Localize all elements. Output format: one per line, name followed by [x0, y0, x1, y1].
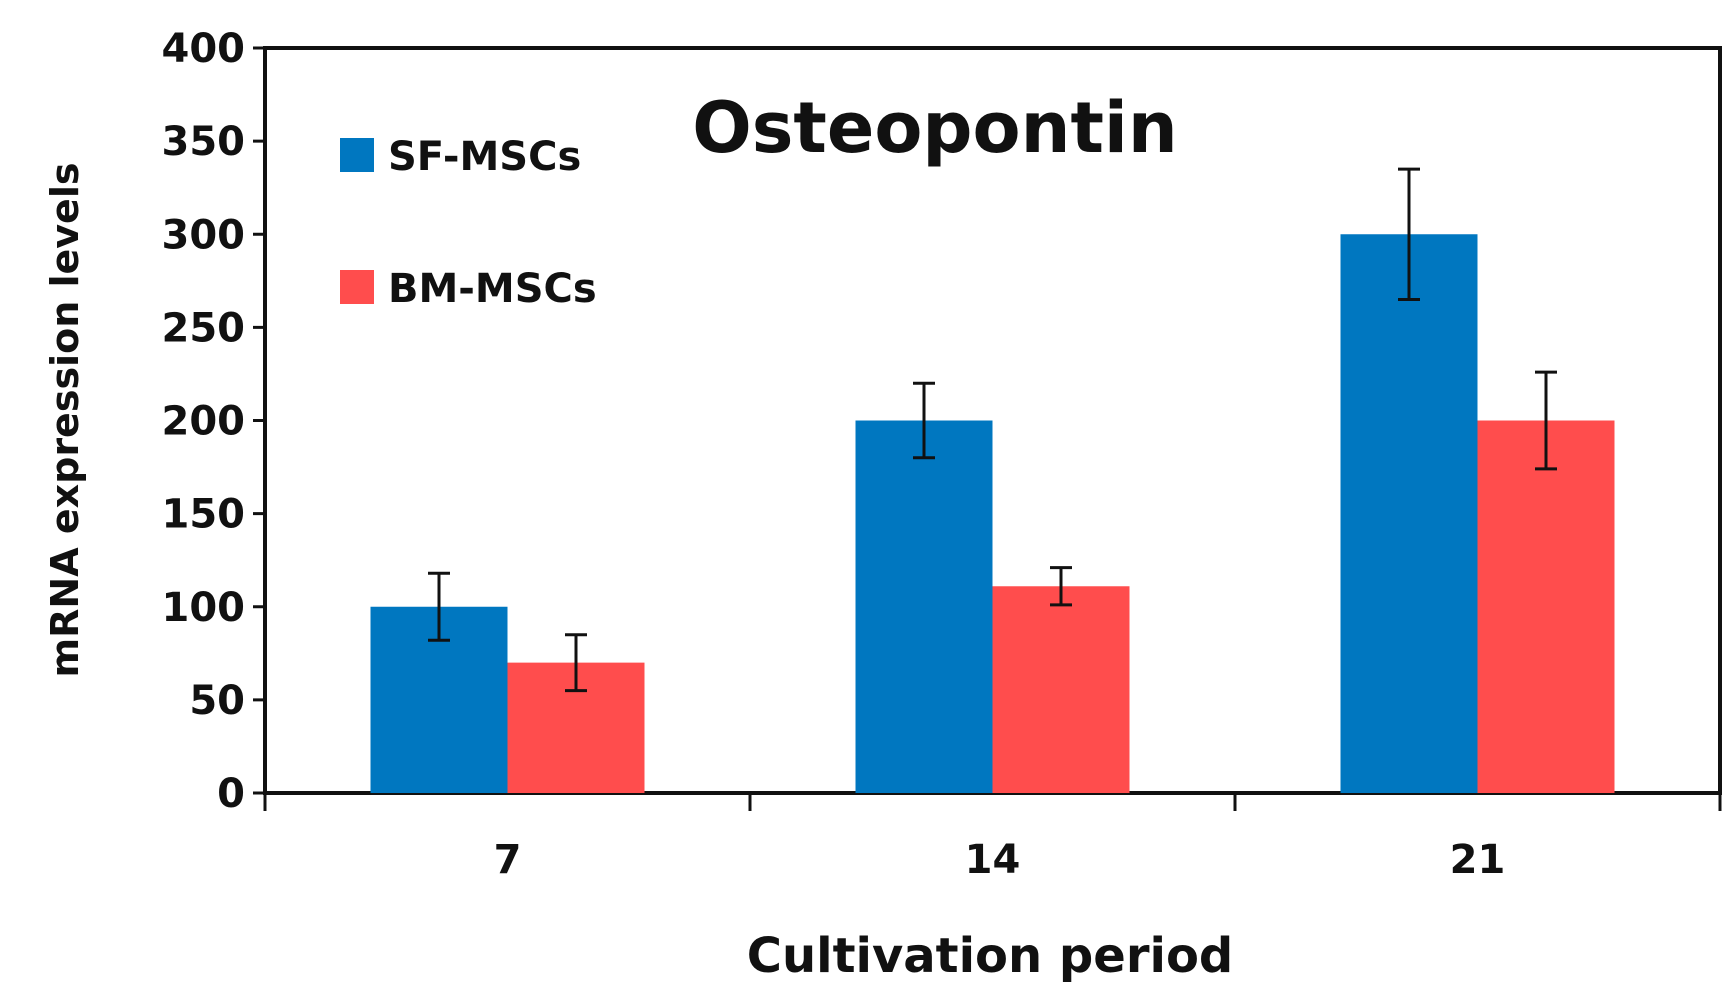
legend-label-bm-mscs: BM-MSCs: [388, 266, 597, 312]
y-tick-label: 300: [162, 212, 246, 258]
legend: SF-MSCs BM-MSCs: [340, 134, 597, 312]
y-axis-title: mRNA expression levels: [43, 163, 87, 678]
y-tick-label: 250: [162, 305, 246, 351]
bar-bm-mscs-day-21: [1477, 420, 1615, 793]
legend-label-sf-mscs: SF-MSCs: [388, 134, 581, 180]
chart-title: Osteopontin: [692, 87, 1178, 169]
x-tick-label: 21: [1450, 837, 1506, 883]
y-tick-marks: [253, 46, 265, 795]
x-axis-title: Cultivation period: [747, 928, 1234, 984]
bar-sf-mscs-day-21: [1340, 234, 1478, 793]
bars: [370, 234, 1615, 793]
y-tick-labels: 0 50 100 150 200 250 300 350 400: [162, 26, 246, 817]
bar-bm-mscs-day-14: [992, 586, 1130, 793]
error-bars: [428, 167, 1557, 693]
y-tick-label: 50: [189, 678, 245, 724]
y-tick-label: 100: [162, 585, 246, 631]
y-tick-label: 150: [162, 492, 246, 538]
legend-swatch-sf-mscs: [340, 138, 374, 172]
y-tick-label: 350: [162, 119, 246, 165]
x-tick-labels: 7 14 21: [494, 837, 1506, 883]
legend-swatch-bm-mscs: [340, 270, 374, 304]
y-tick-label: 0: [217, 771, 245, 817]
y-tick-label: 400: [162, 26, 246, 72]
y-tick-label: 200: [162, 399, 246, 445]
bar-sf-mscs-day-14: [855, 420, 993, 793]
x-tick-label: 7: [494, 837, 522, 883]
x-tick-marks: [263, 793, 1722, 811]
x-tick-label: 14: [965, 837, 1021, 883]
